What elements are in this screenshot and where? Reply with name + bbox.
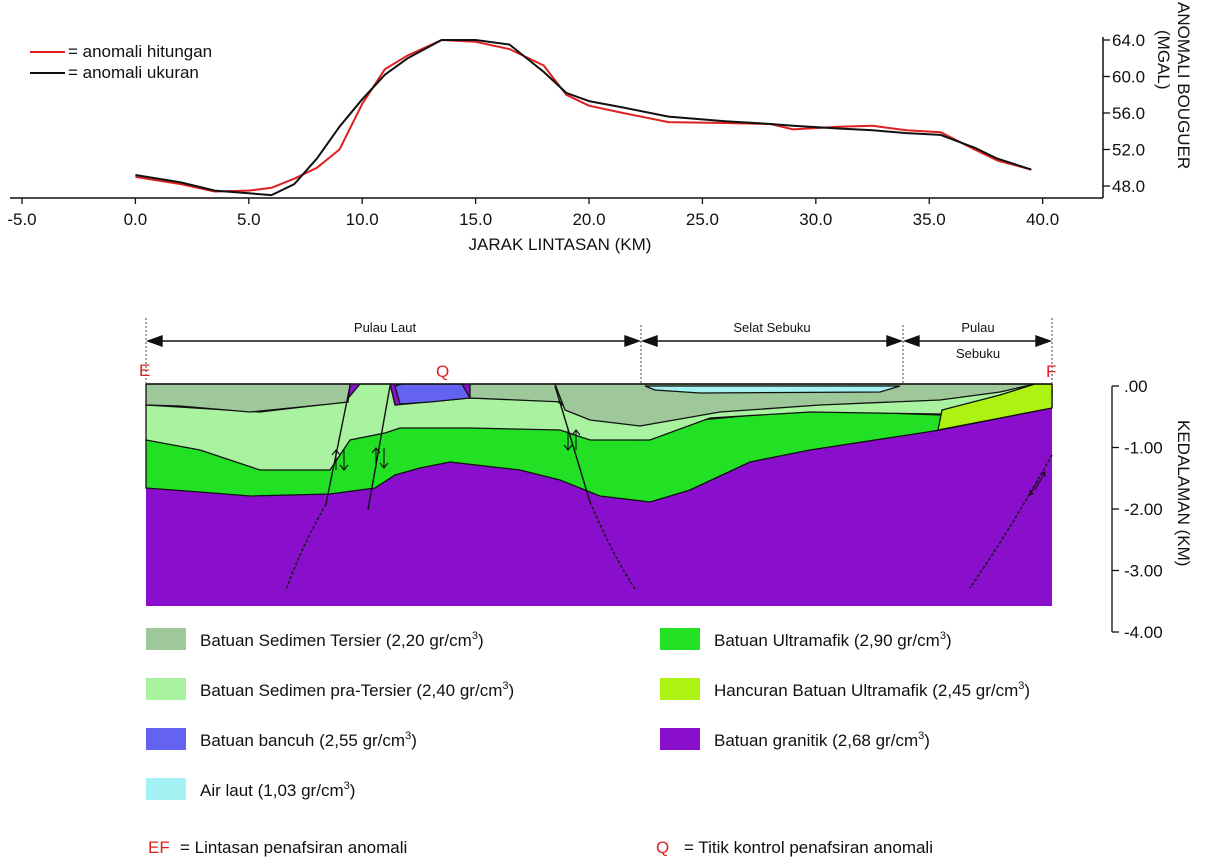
y-tick-label: 56.0 [1112, 104, 1145, 123]
y-tick-label: 64.0 [1112, 31, 1145, 50]
segment-label-pulau-sebuku-2: Sebuku [956, 346, 1000, 361]
faults [285, 385, 1053, 591]
legend-label-pratersier: Batuan Sedimen pra-Tersier (2,40 gr/cm3) [200, 680, 514, 700]
point-label-e: E [139, 361, 150, 380]
note-q-code: Q [656, 838, 669, 857]
legend-label-calculated: = anomali hitungan [68, 42, 212, 61]
depth-tick-label: -2.00 [1124, 500, 1163, 519]
geologic-cross-section: Pulau Laut Selat Sebuku Pulau Sebuku E Q… [139, 318, 1193, 642]
x-tick-label: 30.0 [799, 210, 832, 229]
legend-label-airlaut: Air laut (1,03 gr/cm3) [200, 780, 355, 800]
depth-axis-title: KEDALAMAN (KM) [1174, 420, 1193, 566]
y-axis-title-line2: (MGAL) [1154, 30, 1173, 90]
legend-swatch-bancuh [146, 728, 186, 750]
x-axis-title: JARAK LINTASAN (KM) [469, 235, 652, 254]
legend-label-measured: = anomali ukuran [68, 63, 199, 82]
legend-label-granitik: Batuan granitik (2,68 gr/cm3) [714, 730, 930, 750]
note-q-text: = Titik kontrol penafsiran anomali [684, 838, 933, 857]
depth-tick-group: .00 -1.00 -2.00 -3.00 -4.00 [1112, 377, 1163, 642]
legend-item-airlaut: Air laut (1,03 gr/cm3) [146, 778, 355, 800]
legend-item-tersier: Batuan Sedimen Tersier (2,20 gr/cm3) [146, 628, 484, 650]
x-tick-group: -5.0 0.0 5.0 10.0 15.0 20.0 25.0 30.0 35.0 40.0 [7, 198, 1059, 229]
legend-item-ultramafik: Batuan Ultramafik (2,90 gr/cm3) [660, 628, 952, 650]
segment-label-selat-sebuku: Selat Sebuku [733, 320, 810, 335]
series-group [135, 39, 1032, 197]
legend-swatch-ultramafik [660, 628, 700, 650]
legend-item-pratersier: Batuan Sedimen pra-Tersier (2,40 gr/cm3) [146, 678, 514, 700]
note-ef-code: EF [148, 838, 170, 857]
x-tick-label: 20.0 [572, 210, 605, 229]
anomaly-profile-chart: -5.0 0.0 5.0 10.0 15.0 20.0 25.0 30.0 35.0 40.0 4… [7, 2, 1193, 254]
legend-swatch-tersier [146, 628, 186, 650]
segment-arrows [145, 335, 1053, 347]
series-line-measured [135, 39, 1032, 197]
depth-tick-label: .00 [1124, 377, 1148, 396]
legend-item-hancuran: Hancuran Batuan Ultramafik (2,45 gr/cm3) [660, 678, 1030, 700]
note-ef-text: = Lintasan penafsiran anomali [180, 838, 407, 857]
series-line-calculated [135, 39, 1032, 193]
x-tick-label: -5.0 [7, 210, 36, 229]
y-tick-label: 48.0 [1112, 177, 1145, 196]
layer-tertiary-3 [554, 383, 1036, 427]
y-axis-title-line1: ANOMALI BOUGUER [1174, 2, 1193, 169]
x-tick-label: 0.0 [124, 210, 148, 229]
legend-label-ultramafik: Batuan Ultramafik (2,90 gr/cm3) [714, 630, 952, 650]
x-tick-label: 35.0 [913, 210, 946, 229]
legend-label-bancuh: Batuan bancuh (2,55 gr/cm3) [200, 730, 417, 750]
depth-tick-label: -4.00 [1124, 623, 1163, 642]
legend-label-tersier: Batuan Sedimen Tersier (2,20 gr/cm3) [200, 630, 484, 650]
rock-unit-legend: Batuan Sedimen Tersier (2,20 gr/cm3) Batu… [146, 628, 1030, 800]
segment-label-pulau-sebuku-1: Pulau [961, 320, 994, 335]
x-tick-label: 5.0 [237, 210, 261, 229]
y-tick-group: 48.0 52.0 56.0 60.0 64.0 [1103, 31, 1145, 196]
x-tick-label: 25.0 [686, 210, 719, 229]
legend-item-bancuh: Batuan bancuh (2,55 gr/cm3) [146, 728, 417, 750]
legend-label-hancuran: Hancuran Batuan Ultramafik (2,45 gr/cm3) [714, 680, 1030, 700]
x-tick-label: 15.0 [459, 210, 492, 229]
legend-swatch-granitik [660, 728, 700, 750]
legend: = anomali hitungan = anomali ukuran [30, 42, 212, 82]
legend-item-granitik: Batuan granitik (2,68 gr/cm3) [660, 728, 930, 750]
depth-tick-label: -3.00 [1124, 562, 1163, 581]
notes: EF = Lintasan penafsiran anomali Q = Tit… [148, 838, 933, 857]
y-tick-label: 60.0 [1112, 68, 1145, 87]
legend-swatch-hancuran [660, 678, 700, 700]
y-tick-label: 52.0 [1112, 141, 1145, 160]
x-tick-label: 40.0 [1026, 210, 1059, 229]
legend-swatch-airlaut [146, 778, 186, 800]
fault-arrows [331, 429, 1046, 496]
depth-tick-label: -1.00 [1124, 439, 1163, 458]
segment-label-pulau-laut: Pulau Laut [354, 320, 417, 335]
point-label-f: F [1046, 362, 1056, 381]
x-tick-label: 10.0 [346, 210, 379, 229]
layer-seawater [644, 385, 901, 394]
legend-swatch-pratersier [146, 678, 186, 700]
point-label-q: Q [436, 362, 449, 381]
layer-crushed-ultramafic [937, 383, 1053, 431]
